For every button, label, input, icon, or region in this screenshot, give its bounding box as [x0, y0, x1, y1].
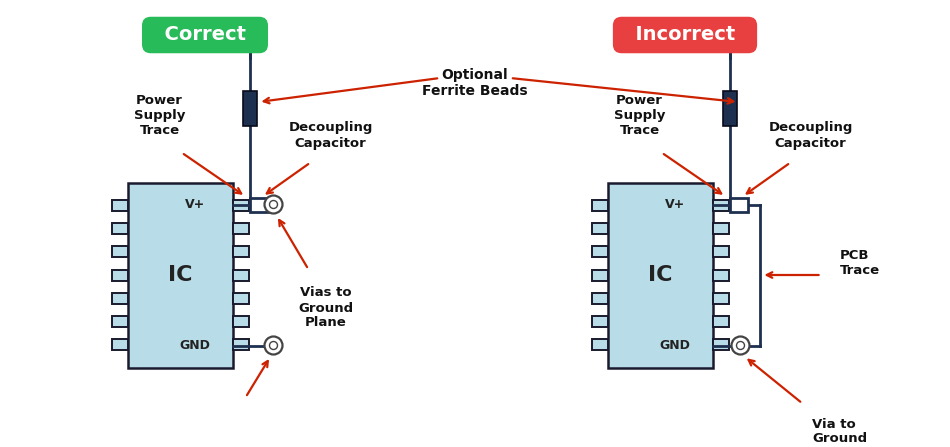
Bar [233, 316, 249, 327]
Bar [111, 200, 127, 211]
Text: Via to
Ground
Plane: Via to Ground Plane [812, 417, 867, 447]
Text: V+: V+ [665, 198, 685, 211]
Text: IC: IC [648, 265, 673, 285]
Bar [712, 316, 729, 327]
Text: GND: GND [180, 339, 211, 352]
Bar [233, 246, 249, 257]
Bar [242, 90, 256, 126]
Bar [607, 182, 712, 367]
Bar [592, 270, 607, 281]
Bar [233, 223, 249, 234]
Bar [592, 316, 607, 327]
Bar [111, 293, 127, 304]
Bar [250, 198, 268, 211]
Text: Optional
Ferrite Beads: Optional Ferrite Beads [422, 68, 528, 98]
Bar [712, 223, 729, 234]
Bar [730, 198, 748, 211]
Text: PCB
Trace: PCB Trace [840, 249, 880, 277]
Bar [712, 200, 729, 211]
Text: Power
Supply
Trace: Power Supply Trace [134, 93, 185, 136]
Circle shape [270, 201, 277, 208]
Text: Incorrect: Incorrect [621, 25, 749, 45]
Text: Decoupling
Capacitor: Decoupling Capacitor [769, 122, 853, 149]
Text: Vias to
Ground
Plane: Vias to Ground Plane [298, 287, 353, 329]
Bar [111, 270, 127, 281]
Circle shape [732, 337, 750, 354]
Bar [712, 339, 729, 350]
Text: V+: V+ [185, 198, 205, 211]
Bar [233, 270, 249, 281]
Bar [111, 223, 127, 234]
Circle shape [264, 337, 282, 354]
Bar [592, 200, 607, 211]
Bar [127, 182, 233, 367]
Bar [233, 293, 249, 304]
Circle shape [264, 195, 282, 214]
Text: Correct: Correct [151, 25, 259, 45]
Bar [592, 246, 607, 257]
Circle shape [736, 342, 745, 350]
Text: Decoupling
Capacitor: Decoupling Capacitor [288, 122, 372, 149]
Bar [111, 339, 127, 350]
Bar [592, 293, 607, 304]
Bar [712, 246, 729, 257]
Circle shape [270, 342, 277, 350]
Bar [592, 339, 607, 350]
Bar [712, 270, 729, 281]
Text: Power
Supply
Trace: Power Supply Trace [614, 93, 665, 136]
Bar [233, 200, 249, 211]
Bar [111, 246, 127, 257]
Bar [723, 90, 736, 126]
Text: IC: IC [168, 265, 192, 285]
Text: GND: GND [659, 339, 691, 352]
Bar [111, 316, 127, 327]
Bar [592, 223, 607, 234]
Bar [233, 339, 249, 350]
Bar [712, 293, 729, 304]
